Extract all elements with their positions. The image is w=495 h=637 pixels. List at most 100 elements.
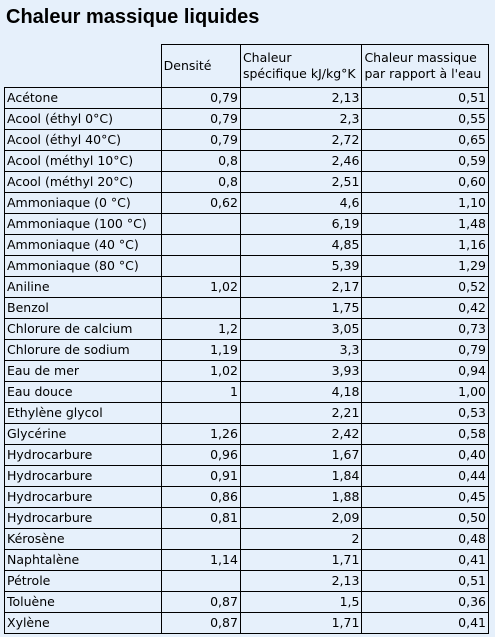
column-header-chaleur-line2: spécifique kJ/kg°K [242,66,356,81]
cell-densite [160,255,241,277]
cell-chaleur-specifique: 4,18 [239,381,363,403]
cell-ratio-eau: 1,29 [361,255,489,277]
cell-densite [160,213,241,235]
cell-liquid-name: Ammoniaque (100 °C) [4,213,162,235]
cell-ratio-eau: 1,00 [361,381,489,403]
cell-liquid-name: Aniline [4,276,162,298]
cell-densite [160,570,241,592]
column-header-chaleur-line1: Chaleur [242,50,292,65]
cell-chaleur-specifique: 2,46 [239,150,363,172]
cell-liquid-name: Acool (éthyl 40°C) [4,129,162,151]
table-row: Eau douce 1 4,18 1,00 [4,381,489,403]
cell-densite: 0,79 [160,129,241,151]
column-header-ratio-line2: par rapport à l'eau [364,66,482,81]
table-row: Eau de mer 1,02 3,93 0,94 [4,360,489,382]
cell-chaleur-specifique: 2,42 [239,423,363,445]
table-row: Ammoniaque (100 °C) 6,19 1,48 [4,213,489,235]
cell-ratio-eau: 0,41 [361,612,489,634]
table-row: Benzol 1,75 0,42 [4,297,489,319]
cell-densite: 0,81 [160,507,241,529]
table-row: Naphtalène 1,14 1,71 0,41 [4,549,489,571]
cell-ratio-eau: 0,94 [361,360,489,382]
cell-densite: 1,14 [160,549,241,571]
cell-chaleur-specifique: 2,09 [239,507,363,529]
cell-chaleur-specifique: 3,05 [239,318,363,340]
cell-liquid-name: Xylène [4,612,162,634]
cell-chaleur-specifique: 2 [239,528,363,550]
heat-capacity-table: Densité Chaleur spécifique kJ/kg°K Chale… [4,44,489,634]
cell-liquid-name: Chlorure de calcium [4,318,162,340]
cell-densite: 1,19 [160,339,241,361]
table-row: Ammoniaque (80 °C) 5,39 1,29 [4,255,489,277]
table-row: Acool (éthyl 40°C) 0,79 2,72 0,65 [4,129,489,151]
cell-ratio-eau: 0,51 [361,570,489,592]
cell-ratio-eau: 0,60 [361,171,489,193]
cell-densite: 1,2 [160,318,241,340]
cell-densite: 0,86 [160,486,241,508]
column-header-ratio-line1: Chaleur massique [364,50,477,65]
cell-chaleur-specifique: 4,85 [239,234,363,256]
table-row: Acétone 0,79 2,13 0,51 [4,87,489,109]
cell-densite: 0,8 [160,171,241,193]
column-header-ratio: Chaleur massique par rapport à l'eau [361,44,489,88]
table-row: Acool (méthyl 20°C) 0,8 2,51 0,60 [4,171,489,193]
cell-chaleur-specifique: 1,5 [239,591,363,613]
cell-liquid-name: Toluène [4,591,162,613]
cell-liquid-name: Glycérine [4,423,162,445]
cell-densite: 0,91 [160,465,241,487]
cell-chaleur-specifique: 2,21 [239,402,363,424]
cell-densite: 0,96 [160,444,241,466]
table-row: Toluène 0,87 1,5 0,36 [4,591,489,613]
table-row: Hydrocarbure 0,91 1,84 0,44 [4,465,489,487]
table-row: Kérosène 2 0,48 [4,528,489,550]
cell-chaleur-specifique: 2,17 [239,276,363,298]
table-row: Ammoniaque (0 °C) 0,62 4,6 1,10 [4,192,489,214]
table-header-row: Densité Chaleur spécifique kJ/kg°K Chale… [4,44,489,88]
cell-ratio-eau: 0,45 [361,486,489,508]
cell-ratio-eau: 0,40 [361,444,489,466]
cell-liquid-name: Eau douce [4,381,162,403]
table-row: Ethylène glycol 2,21 0,53 [4,402,489,424]
cell-densite: 0,79 [160,108,241,130]
cell-ratio-eau: 0,36 [361,591,489,613]
cell-densite [160,402,241,424]
cell-liquid-name: Pétrole [4,570,162,592]
table-body: Acétone 0,79 2,13 0,51 Acool (éthyl 0°C) 0,79… [4,87,489,634]
table-row: Hydrocarbure 0,96 1,67 0,40 [4,444,489,466]
column-header-densite-label: Densité [163,58,212,73]
table-row: Acool (méthyl 10°C) 0,8 2,46 0,59 [4,150,489,172]
cell-densite: 1 [160,381,241,403]
cell-chaleur-specifique: 2,13 [239,87,363,109]
cell-densite: 0,87 [160,591,241,613]
cell-ratio-eau: 0,79 [361,339,489,361]
cell-chaleur-specifique: 1,75 [239,297,363,319]
cell-liquid-name: Naphtalène [4,549,162,571]
cell-liquid-name: Acétone [4,87,162,109]
cell-chaleur-specifique: 2,51 [239,171,363,193]
table-row: Hydrocarbure 0,81 2,09 0,50 [4,507,489,529]
cell-ratio-eau: 0,65 [361,129,489,151]
table-row: Ammoniaque (40 °C) 4,85 1,16 [4,234,489,256]
cell-chaleur-specifique: 1,88 [239,486,363,508]
cell-ratio-eau: 0,73 [361,318,489,340]
cell-liquid-name: Ethylène glycol [4,402,162,424]
cell-chaleur-specifique: 1,71 [239,549,363,571]
cell-densite [160,297,241,319]
cell-liquid-name: Chlorure de sodium [4,339,162,361]
cell-densite: 1,02 [160,276,241,298]
cell-liquid-name: Eau de mer [4,360,162,382]
table-row: Acool (éthyl 0°C) 0,79 2,3 0,55 [4,108,489,130]
cell-ratio-eau: 0,51 [361,87,489,109]
cell-densite: 0,87 [160,612,241,634]
cell-densite: 0,62 [160,192,241,214]
cell-densite: 1,26 [160,423,241,445]
cell-chaleur-specifique: 3,3 [239,339,363,361]
cell-ratio-eau: 0,50 [361,507,489,529]
cell-chaleur-specifique: 1,71 [239,612,363,634]
cell-liquid-name: Hydrocarbure [4,444,162,466]
cell-ratio-eau: 1,16 [361,234,489,256]
cell-liquid-name: Ammoniaque (40 °C) [4,234,162,256]
cell-liquid-name: Kérosène [4,528,162,550]
cell-densite: 1,02 [160,360,241,382]
cell-liquid-name: Ammoniaque (80 °C) [4,255,162,277]
